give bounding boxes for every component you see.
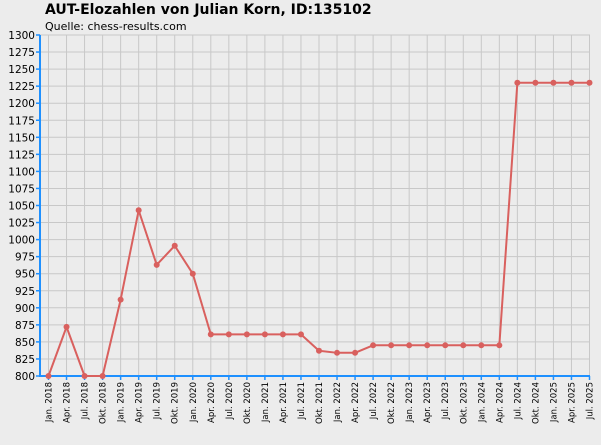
x-tick-label: Okt. 2021 — [315, 382, 325, 424]
x-tick-label: Apr. 2020 — [207, 382, 217, 423]
y-tick-label: 975 — [15, 252, 35, 264]
data-point — [514, 79, 521, 86]
y-tick-label: 925 — [15, 286, 35, 298]
x-tick-label: Jul. 2025 — [586, 382, 596, 420]
x-tick-label: Jul. 2023 — [441, 382, 451, 420]
y-axis-ticks: 800 825 850 875 900 925 950 975 1000 1025 1050 1075… — [8, 30, 35, 383]
data-point — [207, 331, 214, 338]
data-point — [189, 270, 196, 277]
y-tick-label: 1225 — [8, 81, 35, 93]
x-tick-label: Apr. 2025 — [567, 382, 577, 423]
y-tick-label: 1250 — [8, 64, 35, 76]
x-tick-label: Okt. 2024 — [531, 382, 541, 424]
chart-source: Quelle: chess-results.com — [45, 20, 187, 33]
data-point — [568, 79, 575, 86]
x-tick-label: Jul. 2019 — [153, 382, 163, 420]
data-point — [532, 79, 539, 86]
data-point — [279, 331, 286, 338]
data-point — [243, 331, 250, 338]
y-tick-label: 850 — [15, 337, 35, 349]
data-point — [153, 261, 160, 268]
chart-title: AUT-Elozahlen von Julian Korn, ID:135102 — [45, 2, 372, 18]
x-tick-label: Jul. 2021 — [297, 382, 307, 420]
x-tick-label: Okt. 2019 — [171, 382, 181, 424]
series-layer — [45, 79, 593, 379]
x-tick-label: Okt. 2020 — [243, 382, 253, 424]
y-tick-label: 1125 — [8, 149, 35, 161]
x-tick-label: Jul. 2018 — [81, 382, 91, 420]
data-point — [352, 349, 359, 356]
x-tick-label: Apr. 2022 — [351, 382, 361, 423]
x-tick-label: Jan. 2022 — [333, 382, 343, 423]
x-tick-label: Jan. 2018 — [45, 382, 55, 423]
data-point — [496, 342, 503, 349]
y-tick-label: 1300 — [8, 30, 35, 42]
axes — [36, 34, 591, 380]
data-point — [460, 342, 467, 349]
data-point — [135, 207, 142, 214]
data-point — [334, 349, 341, 356]
data-point — [424, 342, 431, 349]
data-point — [171, 242, 178, 249]
data-point — [99, 373, 106, 379]
data-point — [297, 331, 304, 338]
data-point — [442, 342, 449, 349]
y-tick-label: 1100 — [8, 166, 35, 178]
y-tick-label: 900 — [15, 303, 35, 315]
y-tick-label: 1025 — [8, 218, 35, 230]
data-point — [316, 347, 322, 354]
data-point — [370, 342, 377, 349]
x-tick-label: Jan. 2024 — [477, 382, 487, 423]
x-tick-label: Jan. 2020 — [189, 382, 199, 423]
data-point — [388, 342, 395, 349]
data-point — [478, 342, 485, 349]
data-point — [406, 342, 413, 349]
y-tick-label: 1200 — [8, 98, 35, 110]
data-point — [81, 373, 88, 379]
data-point — [63, 323, 70, 330]
x-tick-label: Apr. 2018 — [63, 382, 73, 423]
data-point — [45, 373, 52, 379]
x-tick-label: Okt. 2022 — [387, 382, 397, 424]
data-point — [261, 331, 268, 338]
x-tick-label: Apr. 2024 — [495, 382, 505, 423]
x-tick-label: Jul. 2022 — [369, 382, 379, 420]
y-tick-label: 1275 — [8, 47, 35, 59]
y-tick-label: 1050 — [8, 201, 35, 213]
x-tick-label: Jan. 2025 — [549, 382, 559, 423]
grid — [40, 34, 590, 377]
x-tick-label: Apr. 2023 — [423, 382, 433, 423]
x-tick-label: Jan. 2021 — [261, 382, 271, 423]
x-tick-label: Jan. 2019 — [117, 382, 127, 423]
x-tick-label: Jul. 2024 — [513, 382, 523, 420]
data-point — [586, 79, 593, 86]
y-tick-label: 1075 — [8, 183, 35, 195]
y-tick-label: 800 — [15, 371, 35, 383]
y-tick-label: 875 — [15, 320, 35, 332]
x-tick-label: Apr. 2019 — [135, 382, 145, 423]
data-point — [550, 79, 557, 86]
y-tick-label: 950 — [15, 269, 35, 281]
x-tick-label: Jan. 2023 — [405, 382, 415, 423]
x-axis-ticks: Jan. 2018 Apr. 2018 Jul. 2018 Okt. 2018 Jan.… — [45, 382, 596, 424]
x-tick-label: Apr. 2021 — [279, 382, 289, 423]
y-tick-label: 1175 — [8, 115, 35, 127]
y-tick-label: 825 — [15, 354, 35, 366]
y-tick-label: 1000 — [8, 235, 35, 247]
x-tick-label: Jul. 2020 — [225, 382, 235, 420]
y-tick-label: 1150 — [8, 132, 35, 144]
x-tick-label: Okt. 2023 — [459, 382, 469, 424]
data-point — [117, 296, 124, 303]
x-tick-label: Okt. 2018 — [99, 382, 109, 424]
data-point — [225, 331, 232, 338]
